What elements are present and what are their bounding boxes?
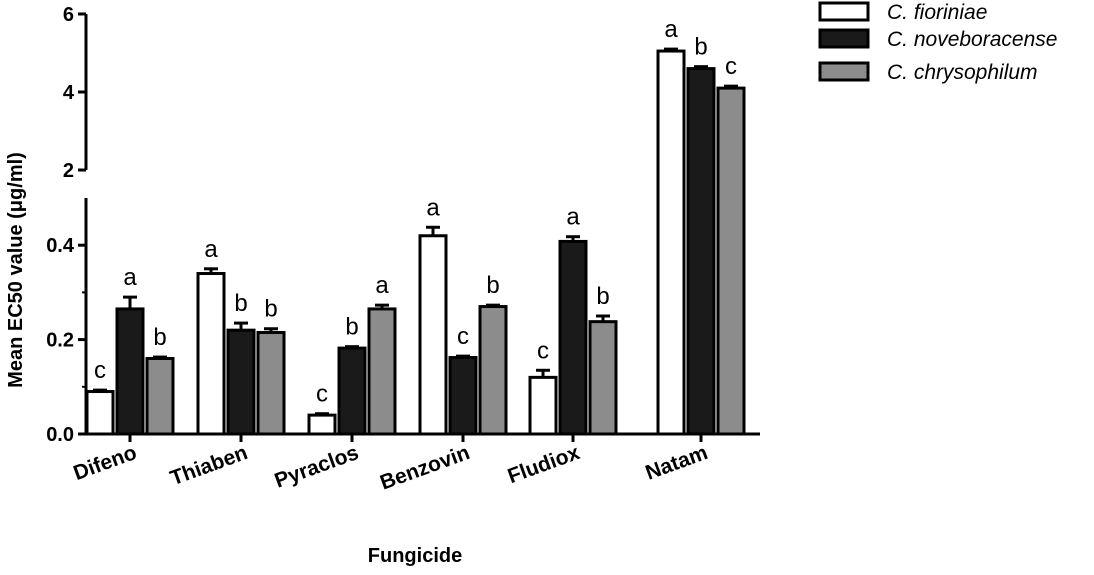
significance-letter: a [426, 194, 440, 221]
significance-letter: a [204, 236, 218, 263]
legend-label: C. fioriniae [887, 1, 987, 24]
y-axis-title: Mean EC50 value (μg/ml) [5, 152, 27, 388]
bar [656, 196, 686, 436]
bar [686, 67, 716, 172]
significance-letter: c [457, 323, 469, 350]
legend-swatch [818, 61, 870, 82]
bar [337, 346, 367, 436]
x-axis-title: Fungicide [368, 545, 462, 567]
significance-letter: a [566, 204, 580, 231]
bar [716, 86, 746, 172]
significance-letter: b [694, 34, 707, 61]
x-category-label: Benzovin [377, 441, 473, 495]
significance-letter: a [664, 16, 678, 43]
significance-letter: a [375, 272, 389, 299]
bar [196, 272, 226, 436]
significance-letter: b [345, 314, 358, 341]
x-category-label: Fludiox [505, 441, 583, 488]
bar [418, 234, 448, 436]
significance-letter: b [596, 283, 609, 310]
x-category-label: Difeno [70, 441, 139, 485]
significance-letter: c [537, 337, 549, 364]
legend-label: C. chrysophilum [887, 61, 1038, 84]
legend-label: C. noveboracense [887, 28, 1057, 51]
significance-letter: c [725, 53, 737, 80]
significance-letter: b [234, 290, 247, 317]
y-tick-label: 0.0 [46, 424, 74, 446]
significance-letter: c [316, 381, 328, 408]
bar [528, 375, 558, 436]
bar [656, 49, 686, 172]
bar [226, 328, 256, 436]
bar [256, 331, 286, 436]
x-category-label: Natam [643, 441, 711, 485]
bar [448, 356, 478, 436]
bar [85, 390, 115, 436]
bar [478, 305, 508, 436]
bar [689, 168, 713, 200]
significance-letter: c [94, 357, 106, 384]
significance-letter: b [153, 324, 166, 351]
bar [659, 168, 683, 200]
y-tick-label: 4 [63, 82, 75, 104]
bar [558, 239, 588, 436]
bar [716, 196, 746, 436]
x-category-label: Thiaben [167, 441, 251, 490]
bar [307, 413, 337, 436]
y-tick-label: 2 [63, 160, 74, 182]
bar [367, 307, 397, 436]
y-tick-label: 0.4 [46, 235, 75, 257]
significance-letter: b [486, 272, 499, 299]
significance-letter: b [264, 296, 277, 323]
bar [145, 356, 175, 436]
bar [115, 307, 145, 436]
bar [686, 196, 716, 436]
bar [719, 168, 743, 200]
legend-swatch [818, 28, 870, 49]
bar [588, 320, 618, 436]
y-tick-label: 6 [63, 4, 74, 26]
legend-swatch [818, 1, 870, 22]
significance-letter: a [123, 264, 137, 291]
x-category-label: Pyraclos [272, 441, 362, 493]
y-tick-label: 0.2 [46, 330, 74, 352]
